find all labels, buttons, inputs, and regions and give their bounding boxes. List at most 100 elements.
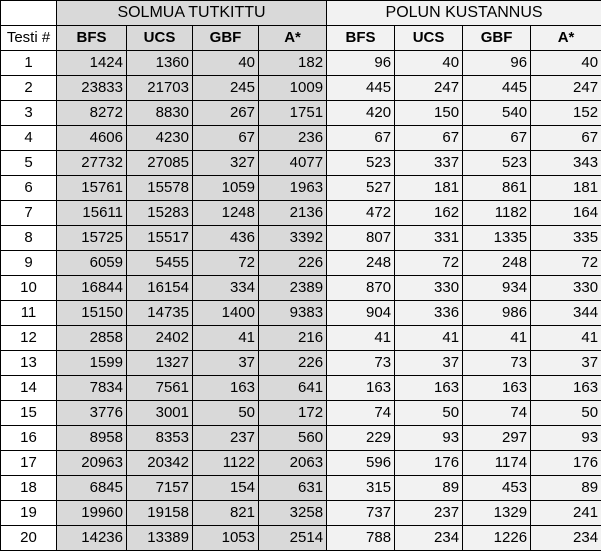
test-number-cell: 6 [0, 175, 57, 201]
table-row: 6 15761 15578 1059 1963 527 181 861 181 [0, 175, 601, 201]
nodes-ucs-cell: 15517 [126, 225, 193, 251]
cost-astar-cell: 41 [530, 325, 601, 351]
path-cost-header: POLUN KUSTANNUS [326, 0, 601, 26]
nodes-ucs-header: UCS [126, 25, 193, 51]
nodes-ucs-cell: 4230 [126, 125, 193, 151]
nodes-ucs-cell: 21703 [126, 75, 193, 101]
cost-ucs-cell: 72 [394, 250, 464, 276]
nodes-bfs-cell: 8958 [56, 425, 127, 451]
nodes-astar-cell: 2514 [257, 525, 328, 551]
test-number-cell: 14 [0, 375, 57, 401]
cost-bfs-cell: 904 [326, 300, 396, 326]
test-number-cell: 5 [0, 150, 57, 176]
cost-bfs-cell: 41 [326, 325, 396, 351]
cost-gbf-cell: 1329 [462, 500, 532, 526]
nodes-gbf-cell: 237 [192, 425, 259, 451]
cost-astar-cell: 37 [530, 350, 601, 376]
table-row: 2 23833 21703 245 1009 445 247 445 247 [0, 75, 601, 101]
cost-astar-cell: 330 [530, 275, 601, 301]
nodes-gbf-cell: 1122 [192, 450, 259, 476]
nodes-astar-cell: 1009 [257, 75, 328, 101]
table-row: 16 8958 8353 237 560 229 93 297 93 [0, 425, 601, 451]
nodes-astar-cell: 631 [257, 475, 328, 501]
cost-bfs-cell: 523 [326, 150, 396, 176]
test-number-cell: 4 [0, 125, 57, 151]
nodes-gbf-cell: 334 [192, 275, 259, 301]
cost-gbf-cell: 934 [462, 275, 532, 301]
cost-gbf-cell: 163 [462, 375, 532, 401]
cost-astar-cell: 40 [530, 50, 601, 76]
cost-bfs-cell: 73 [326, 350, 396, 376]
nodes-astar-cell: 236 [257, 125, 328, 151]
nodes-gbf-header: GBF [192, 25, 259, 51]
nodes-ucs-cell: 2402 [126, 325, 193, 351]
table-row: 4 4606 4230 67 236 67 67 67 67 [0, 125, 601, 151]
cost-ucs-cell: 40 [394, 50, 464, 76]
nodes-ucs-cell: 1327 [126, 350, 193, 376]
nodes-ucs-cell: 8353 [126, 425, 193, 451]
table-row: 15 3776 3001 50 172 74 50 74 50 [0, 400, 601, 426]
nodes-ucs-cell: 8830 [126, 100, 193, 126]
cost-ucs-cell: 234 [394, 525, 464, 551]
cost-ucs-cell: 337 [394, 150, 464, 176]
test-number-cell: 15 [0, 400, 57, 426]
test-number-cell: 16 [0, 425, 57, 451]
nodes-bfs-cell: 15725 [56, 225, 127, 251]
cost-astar-cell: 344 [530, 300, 601, 326]
nodes-gbf-cell: 267 [192, 100, 259, 126]
nodes-bfs-cell: 1599 [56, 350, 127, 376]
cost-gbf-cell: 986 [462, 300, 532, 326]
table-row: 9 6059 5455 72 226 248 72 248 72 [0, 250, 601, 276]
cost-bfs-cell: 472 [326, 200, 396, 226]
nodes-bfs-cell: 23833 [56, 75, 127, 101]
corner-cell [0, 0, 57, 26]
cost-astar-cell: 343 [530, 150, 601, 176]
nodes-astar-cell: 226 [257, 350, 328, 376]
cost-astar-cell: 93 [530, 425, 601, 451]
cost-gbf-cell: 861 [462, 175, 532, 201]
nodes-astar-cell: 2389 [257, 275, 328, 301]
test-number-cell: 10 [0, 275, 57, 301]
cost-bfs-cell: 737 [326, 500, 396, 526]
cost-ucs-cell: 181 [394, 175, 464, 201]
cost-astar-cell: 72 [530, 250, 601, 276]
cost-astar-cell: 163 [530, 375, 601, 401]
nodes-bfs-cell: 4606 [56, 125, 127, 151]
nodes-gbf-cell: 1248 [192, 200, 259, 226]
cost-astar-cell: 50 [530, 400, 601, 426]
cost-bfs-cell: 248 [326, 250, 396, 276]
nodes-gbf-cell: 327 [192, 150, 259, 176]
nodes-astar-cell: 172 [257, 400, 328, 426]
nodes-gbf-cell: 37 [192, 350, 259, 376]
nodes-ucs-cell: 3001 [126, 400, 193, 426]
nodes-bfs-cell: 8272 [56, 100, 127, 126]
cost-ucs-cell: 237 [394, 500, 464, 526]
nodes-ucs-cell: 5455 [126, 250, 193, 276]
nodes-ucs-cell: 19158 [126, 500, 193, 526]
test-number-cell: 3 [0, 100, 57, 126]
nodes-astar-cell: 2063 [257, 450, 328, 476]
test-number-cell: 17 [0, 450, 57, 476]
nodes-ucs-cell: 15578 [126, 175, 193, 201]
cost-gbf-cell: 453 [462, 475, 532, 501]
cost-bfs-cell: 67 [326, 125, 396, 151]
cost-ucs-cell: 336 [394, 300, 464, 326]
cost-astar-cell: 67 [530, 125, 601, 151]
cost-astar-cell: 164 [530, 200, 601, 226]
cost-gbf-cell: 96 [462, 50, 532, 76]
cost-gbf-header: GBF [462, 25, 532, 51]
cost-gbf-cell: 248 [462, 250, 532, 276]
nodes-bfs-cell: 20963 [56, 450, 127, 476]
cost-gbf-cell: 41 [462, 325, 532, 351]
cost-gbf-cell: 445 [462, 75, 532, 101]
nodes-explored-header: SOLMUA TUTKITTU [55, 0, 328, 26]
cost-astar-cell: 181 [530, 175, 601, 201]
nodes-gbf-cell: 50 [192, 400, 259, 426]
cost-bfs-cell: 527 [326, 175, 396, 201]
test-number-cell: 7 [0, 200, 57, 226]
nodes-ucs-cell: 20342 [126, 450, 193, 476]
nodes-bfs-cell: 27732 [56, 150, 127, 176]
cost-ucs-cell: 93 [394, 425, 464, 451]
nodes-ucs-cell: 14735 [126, 300, 193, 326]
nodes-bfs-cell: 15611 [56, 200, 127, 226]
